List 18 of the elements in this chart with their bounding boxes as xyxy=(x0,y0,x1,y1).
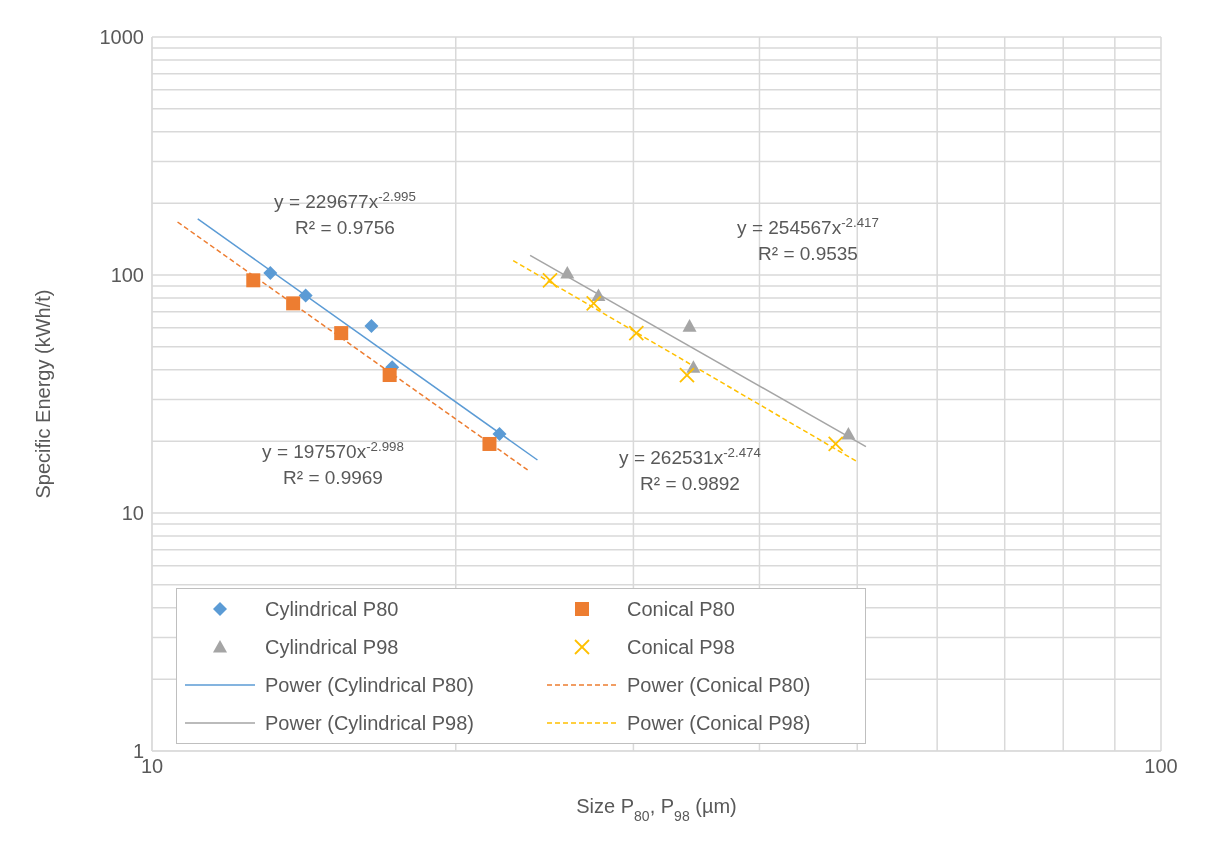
legend-label: Power (Cylindrical P98) xyxy=(265,711,474,735)
annotation: y = 262531x$^{-2.474}$ R² = 0.9892 xyxy=(619,444,761,494)
annotation: y = 254567x$^{-2.417}$ R² = 0.9535 xyxy=(737,214,879,264)
y-axis-title: Specific Energy (kWh/t) xyxy=(32,289,54,499)
x-axis-title: Size P$_{80}$, P$_{98}$ (µm) xyxy=(576,795,737,824)
annotation: y = 229677x$^{-2.995}$ R² = 0.9756 xyxy=(274,188,416,238)
legend-label: Cylindrical P80 xyxy=(265,597,399,621)
y-tick-label: 10 xyxy=(121,502,144,525)
legend-label: Power (Cylindrical P80) xyxy=(265,673,474,697)
y-tick-label: 100 xyxy=(110,264,144,287)
y-tick-label: 1 xyxy=(132,740,144,763)
y-tick-label: 1000 xyxy=(99,26,144,49)
legend-label: Power (Conical P98) xyxy=(627,711,811,735)
legend-label: Conical P98 xyxy=(627,635,735,659)
legend-label: Cylindrical P98 xyxy=(265,635,399,659)
annotation: y = 197570x$^{-2.998}$ R² = 0.9969 xyxy=(262,438,404,488)
legend-label: Conical P80 xyxy=(627,597,735,621)
legend-label: Power (Conical P80) xyxy=(627,673,811,697)
